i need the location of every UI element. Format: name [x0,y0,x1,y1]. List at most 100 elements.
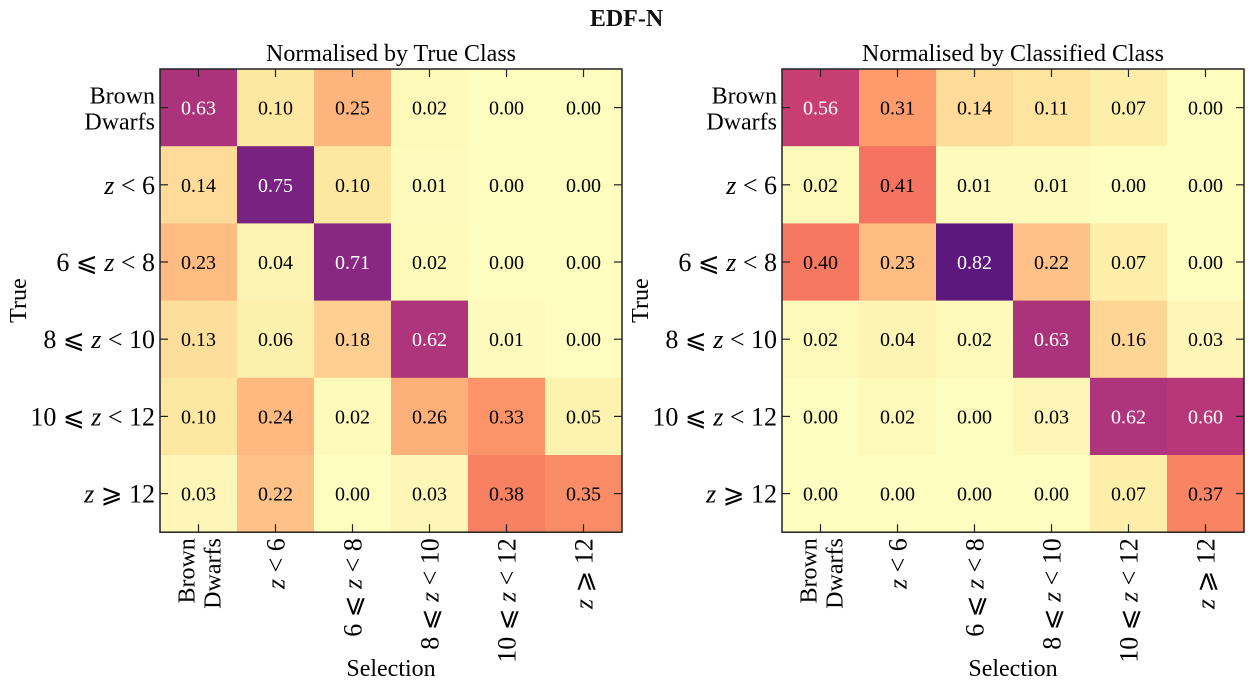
cell-value-label: 0.00 [566,252,601,274]
heatmap-cell [1013,300,1091,379]
heatmap-cell [237,455,315,533]
panel-title: Normalised by Classified Class [862,41,1164,67]
heatmap-cell [1167,223,1245,302]
heatmap-cell [936,300,1014,379]
cell-value-label: 0.02 [412,252,447,274]
cell-value-label: 0.63 [1034,329,1069,351]
cell-value-label: 0.07 [1111,484,1146,506]
cell-value-label: 0.02 [880,406,915,428]
y-tick-label: z ⩾ 12 [83,480,155,509]
cell-value-label: 0.38 [489,484,524,506]
x-tick-label: z ⩾ 12 [570,538,599,610]
cell-value-label: 0.01 [1034,175,1069,197]
cell-value-label: 0.00 [1034,484,1069,506]
x-tick-label: Brown [797,538,823,603]
heatmap-cell [545,377,623,456]
x-tick-label: 6 ⩽ z < 8 [339,538,368,637]
x-axis-label: Selection [968,656,1057,682]
cell-value-label: 0.13 [181,329,216,351]
heatmap-cell [1090,377,1168,456]
cell-value-label: 0.22 [1034,252,1069,274]
heatmap-cell [160,146,238,224]
cell-value-label: 0.25 [335,98,370,120]
heatmap-cell [782,455,860,533]
y-tick-label: 8 ⩽ z < 10 [665,325,777,354]
heatmap-cell [859,455,937,533]
x-tick-label: Dwarfs [201,538,227,609]
heatmap-cell [1013,223,1091,302]
cell-value-label: 0.01 [957,175,992,197]
cell-value-label: 0.05 [566,406,601,428]
cell-value-label: 0.40 [803,252,838,274]
heatmap-cell [237,146,315,224]
heatmap-cell [859,377,937,456]
y-tick-label: Brown [712,84,777,110]
cell-value-label: 0.62 [1111,406,1146,428]
heatmap-cell [1090,300,1168,379]
cell-value-label: 0.04 [880,329,915,351]
cell-value-label: 0.02 [803,175,838,197]
cell-value-label: 0.23 [181,252,216,274]
x-tick-label: Brown [175,538,201,603]
x-tick-label: Dwarfs [823,538,849,609]
figure-title: EDF-N [589,6,664,32]
cell-value-label: 0.00 [566,329,601,351]
heatmap-cell [1167,455,1245,533]
heatmap-cell [782,69,860,147]
cell-value-label: 0.22 [258,484,293,506]
cell-value-label: 0.02 [335,406,370,428]
heatmap-cell [859,146,937,224]
y-tick-label: z ⩾ 12 [705,480,777,509]
cell-value-label: 0.35 [566,484,601,506]
y-axis-label: True [628,278,654,322]
x-tick-label: 6 ⩽ z < 8 [961,538,990,637]
cell-value-label: 0.10 [258,98,293,120]
cell-value-label: 0.02 [412,98,447,120]
y-tick-label: 8 ⩽ z < 10 [43,325,155,354]
heatmap-cell [1167,69,1245,147]
cell-value-label: 0.00 [1188,175,1223,197]
y-tick-label: Dwarfs [706,110,777,136]
heatmap-cell [468,455,546,533]
y-tick-label: 10 ⩽ z < 12 [30,402,155,431]
cell-value-label: 0.00 [335,484,370,506]
y-axis-label: True [6,278,32,322]
heatmap-cell [391,146,469,224]
cell-value-label: 0.07 [1111,98,1146,120]
heatmap-cell [1013,455,1091,533]
cell-value-label: 0.00 [957,484,992,506]
heatmap-cell [237,69,315,147]
heatmap-cell [545,455,623,533]
y-tick-label: z < 6 [725,171,777,200]
heatmap-panel-1: 0.63 0.10 0.25 0.02 0.00 0.00 0.14 0.75 0.10 0.01… [6,41,623,682]
cell-value-label: 0.62 [412,329,447,351]
heatmap-cell [859,223,937,302]
cell-value-label: 0.03 [1034,406,1069,428]
heatmap-cell [391,300,469,379]
cell-value-label: 0.06 [258,329,293,351]
heatmap-cell [1013,377,1091,456]
heatmap-cell [314,300,392,379]
x-tick-label: z < 6 [884,538,913,590]
cell-value-label: 0.00 [489,98,524,120]
y-tick-label: Brown [90,84,155,110]
cell-value-label: 0.03 [1188,329,1223,351]
cell-value-label: 0.75 [258,175,293,197]
heatmap-cell [1090,69,1168,147]
heatmap-cell [391,377,469,456]
cell-value-label: 0.02 [957,329,992,351]
heatmap-cell [1090,146,1168,224]
cell-value-label: 0.00 [1111,175,1146,197]
axes-frame [159,68,623,533]
heatmap-cell [468,377,546,456]
cell-value-label: 0.00 [1188,252,1223,274]
heatmap-cell [1167,300,1245,379]
heatmap-cell [468,69,546,147]
cell-value-label: 0.00 [566,98,601,120]
cell-value-label: 0.37 [1188,484,1223,506]
axes-frame [781,68,1245,533]
y-tick-label: Dwarfs [84,110,155,136]
heatmap-cell [859,300,937,379]
heatmap-cell [936,146,1014,224]
